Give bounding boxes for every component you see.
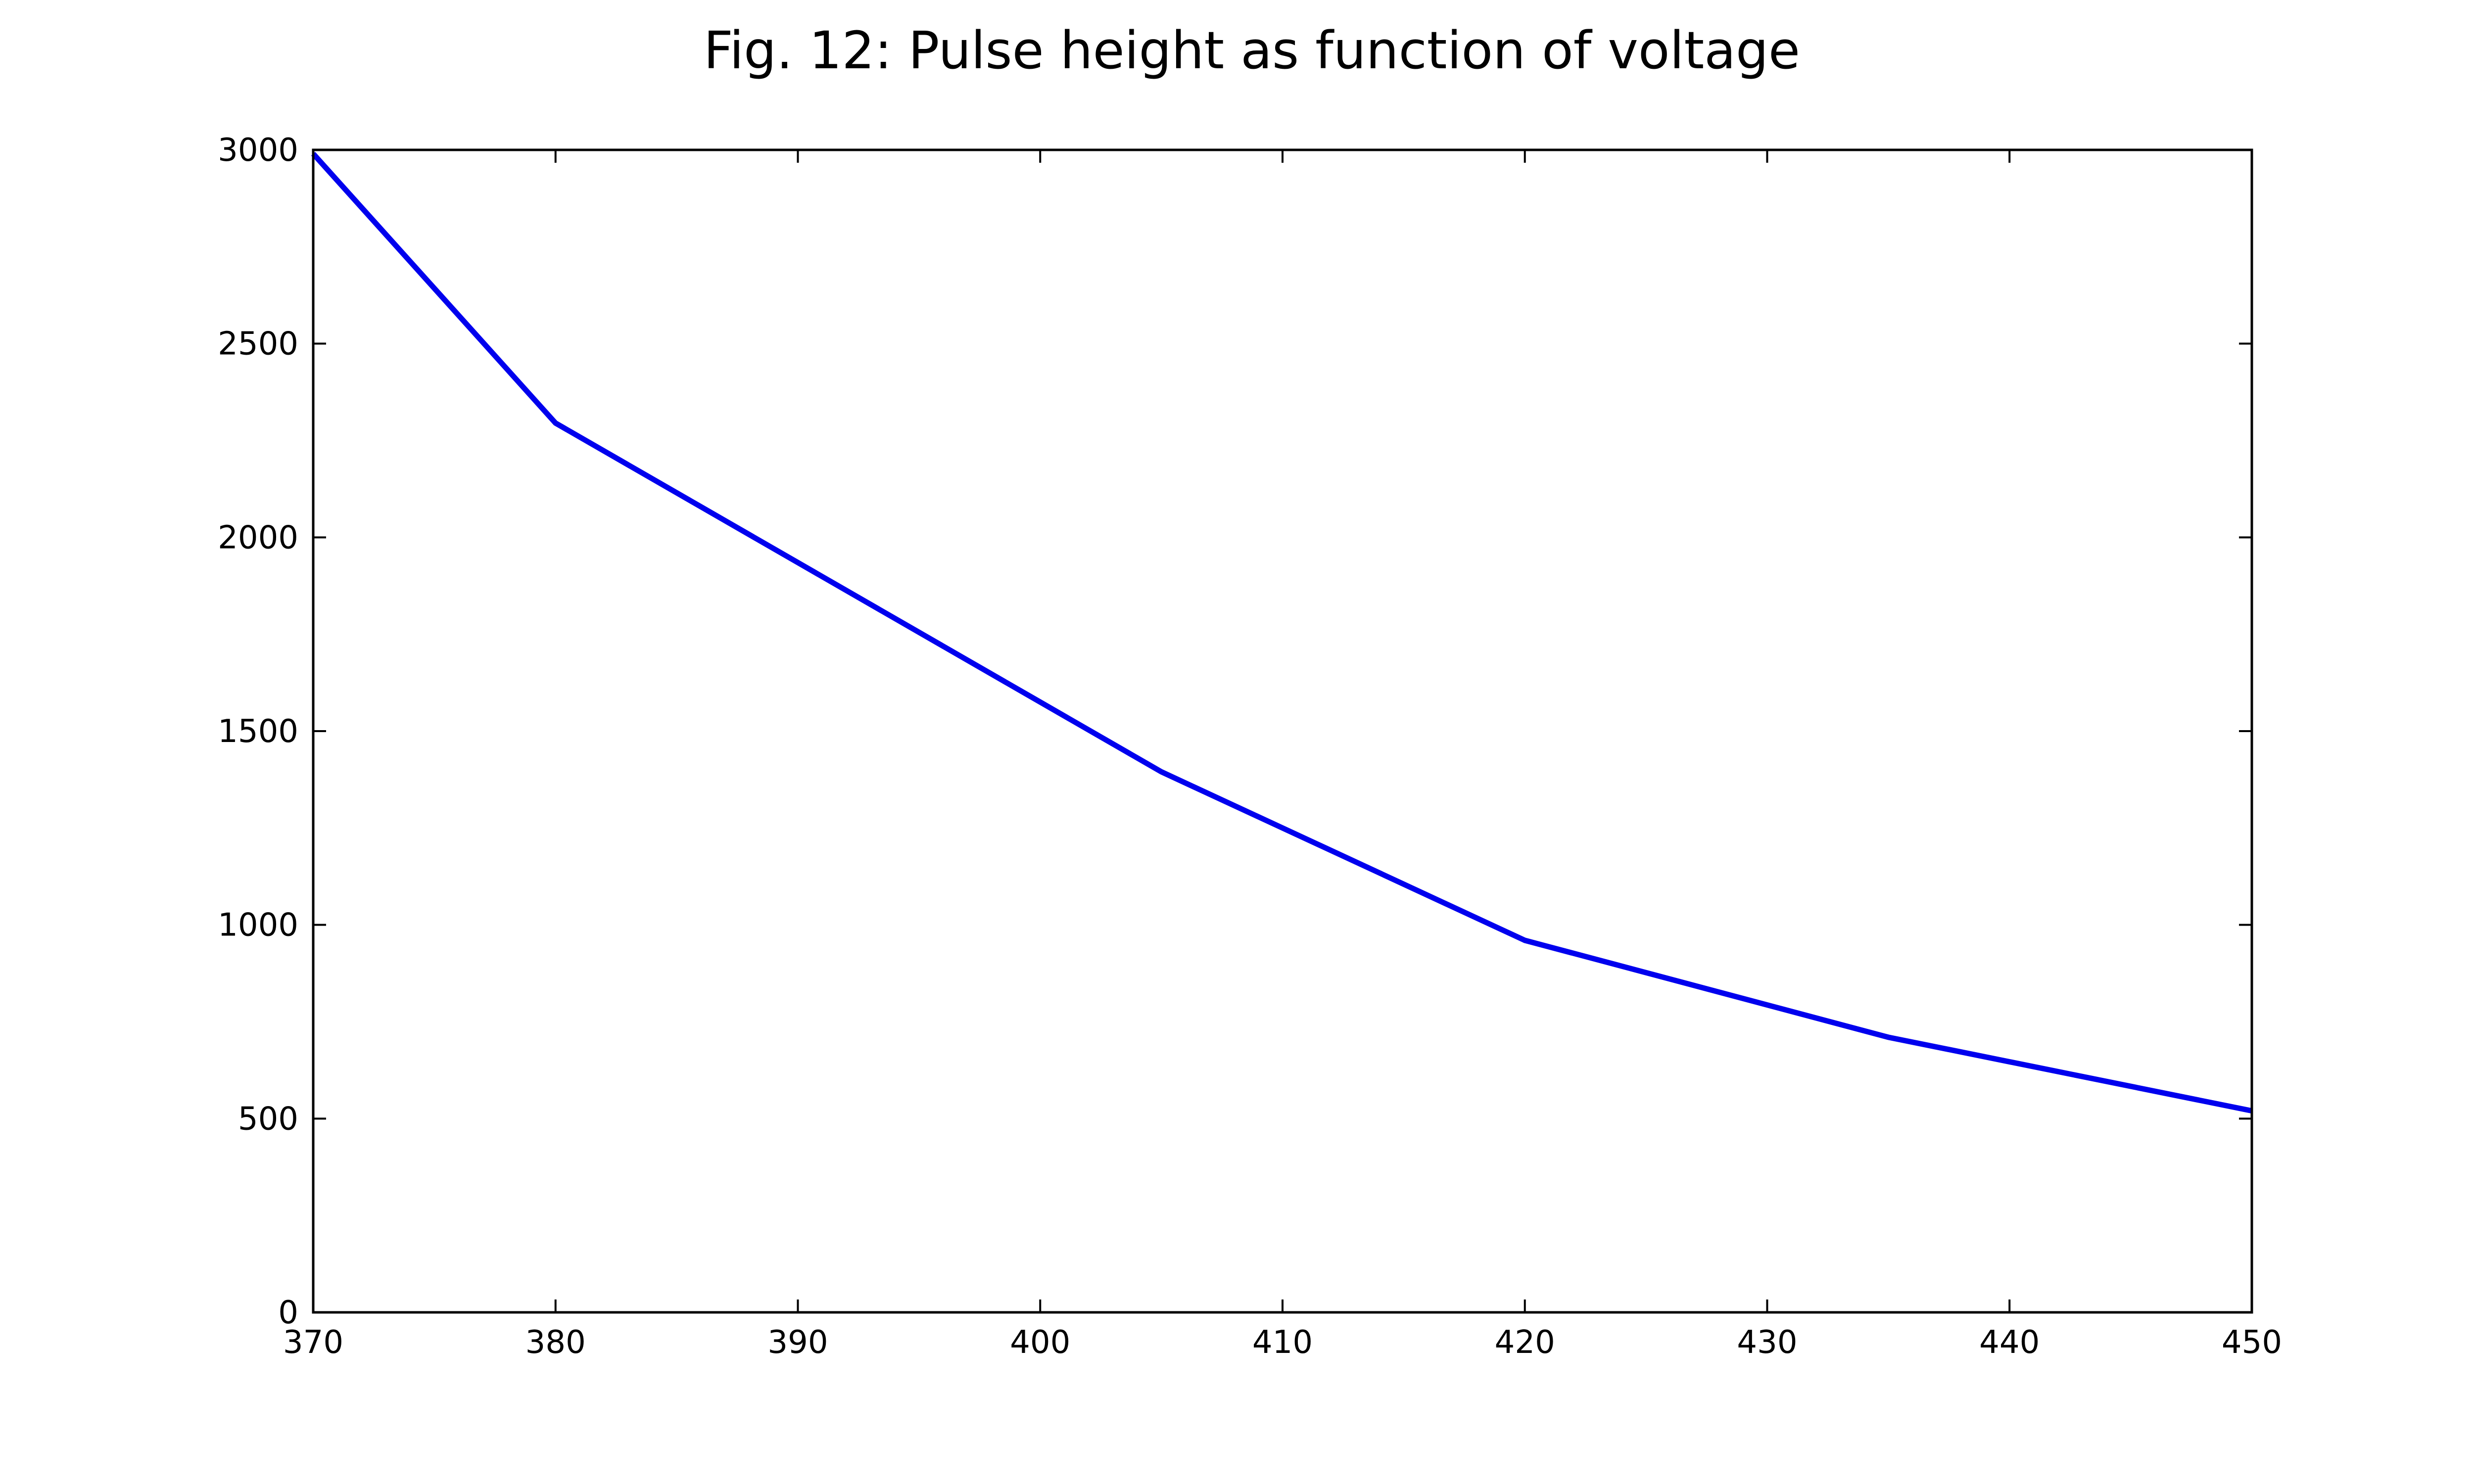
x-tick-label: 440 (1979, 1324, 2040, 1361)
x-tick-label: 400 (1010, 1324, 1070, 1361)
y-tick-label: 1000 (218, 907, 298, 944)
x-tick-label: 370 (283, 1324, 343, 1361)
y-tick-label: 2500 (218, 326, 298, 363)
x-tick-labels: 370 380 390 400 410 420 430 440 450 (283, 1324, 2282, 1361)
series-line (311, 152, 2253, 1114)
y-tick-label: 0 (278, 1295, 298, 1331)
y-tick-labels: 0 500 1000 1500 2000 2500 3000 (218, 132, 298, 1331)
y-tick-label: 1500 (218, 713, 298, 750)
x-tick-label: 390 (767, 1324, 828, 1361)
y-tick-label: 500 (238, 1101, 298, 1137)
x-tick-label: 420 (1495, 1324, 1555, 1361)
plot-area-frame (312, 148, 2253, 1314)
x-tick-label: 380 (525, 1324, 586, 1361)
chart-title: Fig. 12: Pulse height as function of vol… (704, 20, 1800, 81)
axis-ticks (312, 149, 2253, 1313)
x-tick-label: 430 (1737, 1324, 1797, 1361)
y-tick-label: 2000 (218, 519, 298, 556)
x-tick-label: 410 (1252, 1324, 1313, 1361)
x-tick-label: 450 (2222, 1324, 2282, 1361)
y-tick-label: 3000 (218, 132, 298, 169)
series-layer (311, 152, 2253, 1114)
